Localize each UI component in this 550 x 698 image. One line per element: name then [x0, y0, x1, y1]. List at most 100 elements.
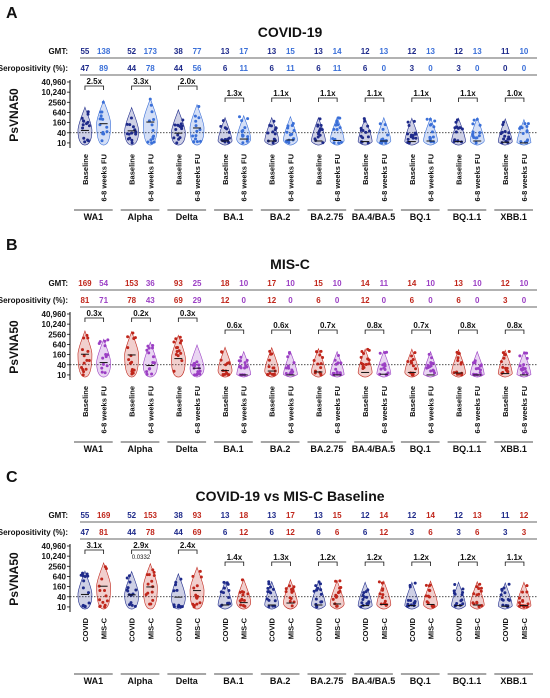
data-point — [128, 136, 132, 140]
seropositivity-value: 12 — [239, 528, 248, 537]
data-point — [150, 372, 154, 376]
data-point — [194, 119, 198, 123]
data-point — [176, 345, 180, 349]
seropositivity-value: 0 — [288, 296, 293, 305]
data-point — [453, 126, 457, 130]
data-point — [126, 335, 130, 339]
fold-change-label: 1.2x — [413, 553, 429, 562]
fold-change-label: 1.1x — [460, 89, 476, 98]
data-point — [287, 141, 291, 145]
data-point — [271, 141, 275, 145]
data-point — [366, 135, 370, 139]
data-point — [526, 602, 530, 606]
fold-change-label: 0.7x — [320, 321, 336, 330]
data-point — [97, 584, 101, 588]
data-point — [245, 139, 249, 143]
data-point — [226, 137, 230, 141]
gmt-value: 11 — [501, 47, 510, 56]
gmt-value: 55 — [80, 47, 89, 56]
data-point — [291, 121, 295, 125]
data-point — [381, 127, 385, 131]
variant-label: BQ.1.1 — [453, 444, 482, 454]
data-point — [478, 582, 482, 586]
data-point — [410, 373, 414, 377]
data-point — [523, 122, 527, 126]
data-point — [284, 366, 288, 370]
data-point — [191, 134, 195, 138]
fold-change-label: 1.2x — [320, 553, 336, 562]
gmt-value: 12 — [454, 511, 463, 520]
gmt-value: 18 — [221, 279, 230, 288]
fold-change-label: 0.8x — [460, 321, 476, 330]
gmt-value: 38 — [174, 511, 183, 520]
seropositivity-value: 6 — [223, 64, 228, 73]
data-point — [507, 131, 511, 135]
data-point — [145, 372, 149, 376]
data-point — [133, 336, 137, 340]
data-point — [521, 599, 525, 603]
comparison-bracket — [411, 97, 431, 102]
data-point — [452, 589, 456, 593]
data-point — [407, 124, 411, 128]
gmt-value: 38 — [174, 47, 183, 56]
x-tick-label: MIS-C — [333, 617, 342, 639]
data-point — [473, 359, 477, 363]
data-point — [83, 605, 87, 609]
data-point — [424, 594, 428, 598]
data-point — [362, 365, 366, 369]
data-point — [518, 126, 522, 130]
data-point — [518, 364, 522, 368]
violin-shape — [171, 108, 186, 146]
gmt-value: 25 — [193, 279, 202, 288]
data-point — [125, 576, 129, 580]
data-point — [461, 587, 465, 591]
fold-change-label: 3.1x — [86, 541, 102, 550]
data-point — [290, 132, 294, 136]
seropositivity-value: 12 — [221, 296, 230, 305]
data-point — [127, 132, 131, 136]
comparison-bracket — [504, 97, 525, 102]
data-point — [292, 361, 296, 365]
violin-shape — [376, 116, 392, 146]
data-point — [456, 358, 460, 362]
data-point — [85, 333, 89, 337]
data-point — [178, 136, 182, 140]
x-tick-label: 6-8 weeks FU — [193, 154, 202, 202]
gmt-value: 10 — [239, 279, 248, 288]
gmt-value: 12 — [519, 511, 528, 520]
x-tick-label: COVID — [455, 617, 464, 641]
data-point — [408, 583, 412, 587]
data-point — [145, 348, 149, 352]
data-point — [457, 352, 461, 356]
data-point — [227, 595, 231, 599]
data-point — [413, 581, 417, 585]
data-point — [225, 581, 229, 585]
data-point — [176, 123, 180, 127]
data-point — [459, 599, 463, 603]
x-tick-label: 6-8 weeks FU — [100, 154, 109, 202]
x-tick-label: MIS-C — [520, 617, 529, 639]
data-point — [152, 573, 156, 577]
violin-shape — [77, 106, 93, 146]
data-point — [221, 373, 225, 377]
seropositivity-value: 0 — [428, 296, 433, 305]
data-point — [316, 132, 320, 136]
violin-shape — [236, 350, 252, 378]
data-point — [321, 356, 325, 360]
data-point — [180, 124, 184, 128]
data-point — [129, 601, 133, 605]
seropositivity-value: 44 — [174, 528, 183, 537]
data-point — [152, 140, 156, 144]
x-tick-label: 6-8 weeks FU — [146, 386, 155, 434]
data-point — [334, 367, 338, 371]
data-point — [526, 122, 530, 126]
data-point — [414, 367, 418, 371]
seropositivity-value: 78 — [146, 528, 155, 537]
data-point — [180, 127, 184, 131]
data-point — [377, 580, 381, 584]
variant-label: BA.2.75 — [310, 444, 343, 454]
data-point — [319, 582, 323, 586]
data-point — [237, 359, 241, 363]
x-tick-label: COVID — [174, 617, 183, 641]
gmt-value: 12 — [361, 47, 370, 56]
